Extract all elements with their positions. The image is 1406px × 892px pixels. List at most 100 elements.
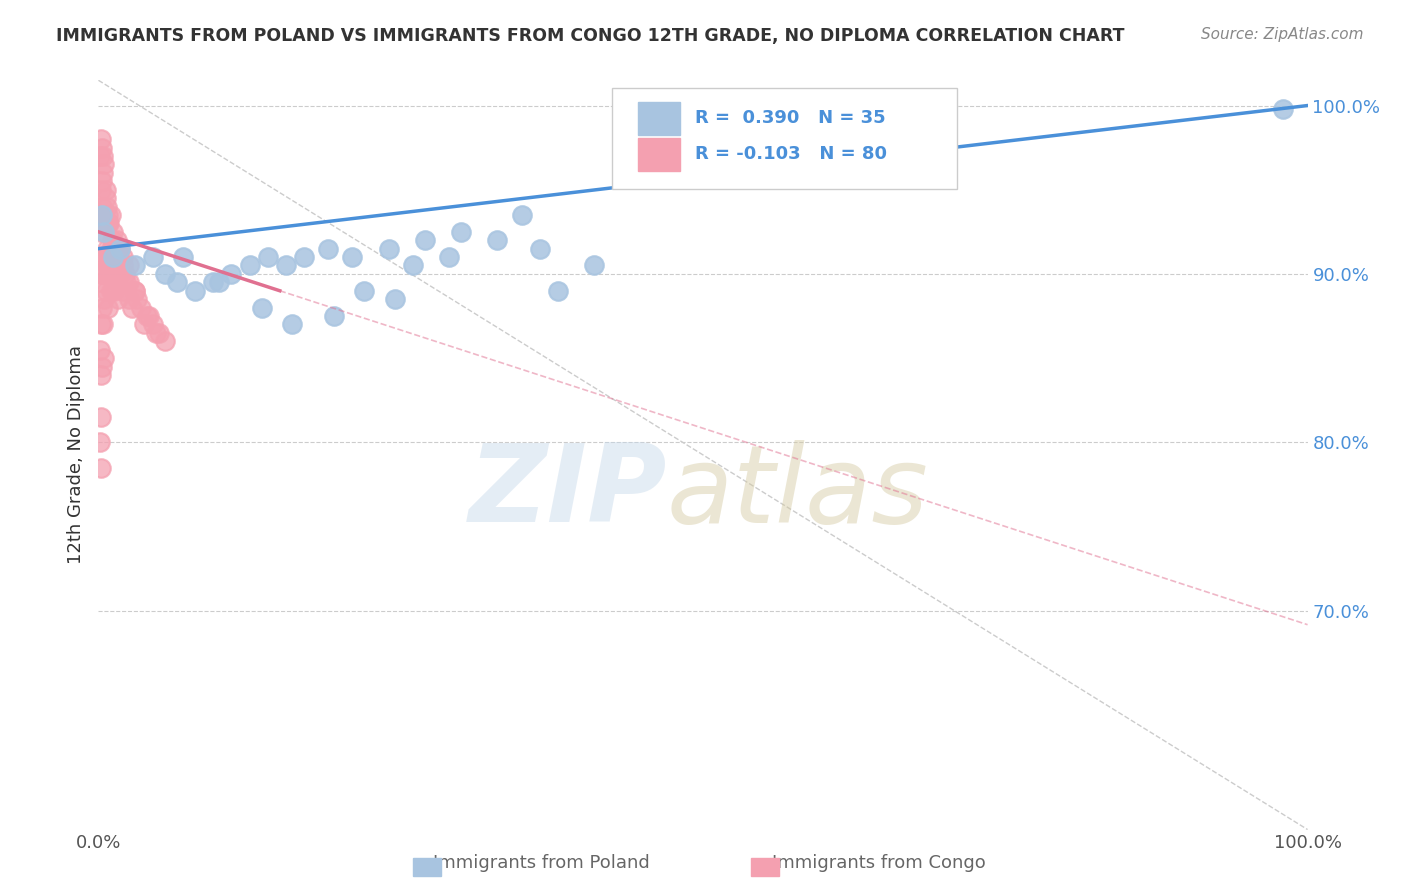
Point [1272, 102, 1295, 116]
Point [91, 208, 114, 222]
Point [100, 242, 122, 256]
Point [172, 250, 194, 264]
Point [100, 267, 122, 281]
Point [91, 141, 114, 155]
Point [134, 318, 156, 332]
Point [97, 216, 120, 230]
Point [101, 250, 124, 264]
Point [91, 200, 114, 214]
Point [111, 259, 134, 273]
Point [166, 276, 188, 290]
Point [94, 284, 117, 298]
Text: ZIP: ZIP [468, 440, 666, 545]
Point [108, 259, 131, 273]
Point [89, 208, 111, 222]
Point [124, 259, 146, 273]
Point [281, 318, 304, 332]
Point [90, 132, 112, 146]
Point [221, 267, 243, 281]
Point [118, 276, 141, 290]
Point [402, 259, 425, 273]
Point [100, 284, 122, 298]
Point [153, 334, 176, 349]
Point [114, 267, 136, 281]
Point [292, 250, 315, 264]
Point [135, 309, 157, 323]
Point [342, 250, 364, 264]
FancyBboxPatch shape [638, 138, 681, 171]
Point [91, 301, 114, 315]
Point [98, 216, 121, 230]
Point [384, 292, 406, 306]
Point [97, 301, 120, 315]
Point [583, 259, 606, 273]
Point [101, 225, 124, 239]
Point [108, 242, 131, 256]
Point [184, 284, 207, 298]
Point [353, 284, 375, 298]
Point [142, 250, 165, 264]
Point [97, 250, 120, 264]
Point [90, 368, 112, 382]
Point [91, 149, 114, 163]
Point [93, 157, 115, 171]
Point [91, 166, 114, 180]
Point [547, 284, 569, 298]
Point [437, 250, 460, 264]
Point [93, 250, 115, 264]
Point [108, 267, 131, 281]
Y-axis label: 12th Grade, No Diploma: 12th Grade, No Diploma [66, 345, 84, 565]
Point [105, 276, 128, 290]
Text: Source: ZipAtlas.com: Source: ZipAtlas.com [1201, 27, 1364, 42]
Point [105, 233, 128, 247]
Point [89, 267, 111, 281]
Point [97, 208, 120, 222]
Point [91, 250, 114, 264]
Point [96, 200, 118, 214]
Point [100, 233, 122, 247]
Point [107, 292, 129, 306]
Point [101, 250, 124, 264]
Point [100, 208, 122, 222]
Point [118, 292, 141, 306]
Point [93, 292, 115, 306]
Point [486, 233, 509, 247]
Text: IMMIGRANTS FROM POLAND VS IMMIGRANTS FROM CONGO 12TH GRADE, NO DIPLOMA CORRELATI: IMMIGRANTS FROM POLAND VS IMMIGRANTS FRO… [56, 27, 1125, 45]
Point [115, 276, 138, 290]
Point [98, 267, 121, 281]
Text: Immigrants from Congo: Immigrants from Congo [772, 855, 986, 872]
Point [138, 309, 160, 323]
Point [118, 259, 141, 273]
Point [256, 250, 278, 264]
FancyBboxPatch shape [638, 102, 681, 135]
Point [93, 216, 115, 230]
Point [96, 242, 118, 256]
Point [89, 435, 111, 450]
Point [94, 191, 117, 205]
Point [413, 233, 436, 247]
Point [316, 242, 339, 256]
Point [94, 183, 117, 197]
Text: atlas: atlas [666, 440, 928, 545]
Point [90, 318, 112, 332]
Point [90, 410, 112, 425]
Point [208, 276, 231, 290]
Point [90, 276, 112, 290]
Point [93, 208, 115, 222]
Point [239, 259, 262, 273]
Point [124, 284, 146, 298]
Point [89, 149, 111, 163]
Point [323, 309, 346, 323]
Point [108, 242, 131, 256]
Point [124, 284, 146, 298]
Point [91, 318, 114, 332]
Point [121, 301, 143, 315]
Point [90, 225, 112, 239]
Point [153, 267, 176, 281]
Point [529, 242, 551, 256]
Point [111, 284, 134, 298]
Point [93, 225, 115, 239]
FancyBboxPatch shape [613, 87, 957, 189]
Point [107, 250, 129, 264]
Text: R =  0.390   N = 35: R = 0.390 N = 35 [695, 109, 886, 127]
